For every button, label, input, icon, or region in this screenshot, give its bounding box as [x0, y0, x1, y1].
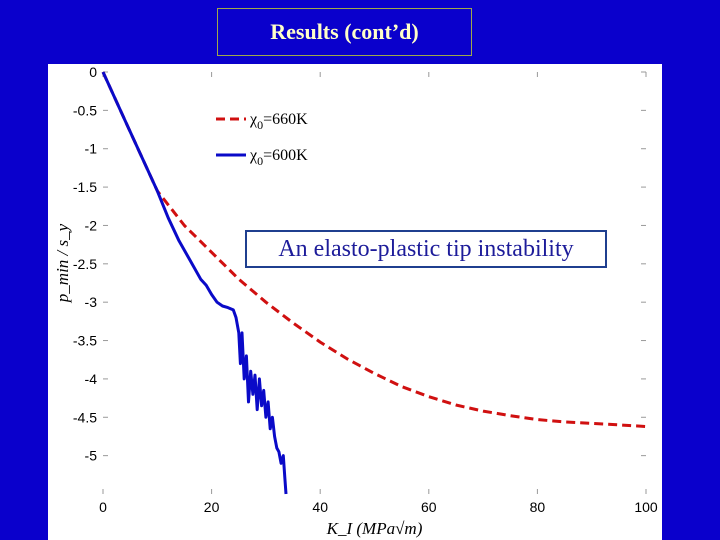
series-line-0: [101, 71, 647, 428]
x-tick-label: 60: [421, 499, 437, 515]
x-tick-label: 40: [312, 499, 328, 515]
x-tick-label: 0: [99, 499, 107, 515]
series-line-1: [101, 71, 288, 495]
plot-panel: 0 -0.5 -1 -1.5 -2 -2.5 -3 -3.5 -4 -4.5 -5 0 20 40 60 80…: [48, 64, 662, 540]
y-tick-label: -3.5: [73, 333, 97, 349]
annotation-callout: An elasto-plastic tip instability: [245, 230, 607, 268]
x-tick-label: 80: [530, 499, 546, 515]
slide-title: Results (cont’d): [270, 19, 419, 44]
line-chart: 0 -0.5 -1 -1.5 -2 -2.5 -3 -3.5 -4 -4.5 -5 0 20 40 60 80…: [53, 64, 658, 538]
y-tick-label: -5: [85, 448, 98, 464]
y-axis-label: p_min / s_y: [53, 223, 72, 303]
y-tick-label: -4: [85, 371, 98, 387]
y-tick-label: -0.5: [73, 102, 97, 118]
x-tick-label: 20: [204, 499, 220, 515]
legend-label-0: χ0=660K: [249, 111, 308, 132]
legend-label-1: χ0=600K: [249, 147, 308, 168]
y-tick-label: -2: [85, 217, 98, 233]
y-tick-label: -1.5: [73, 179, 97, 195]
y-tick-label: -3: [85, 294, 98, 310]
y-tick-label: -1: [85, 141, 98, 157]
annotation-text: An elasto-plastic tip instability: [278, 235, 574, 262]
x-axis-label: K_I (MPa√m): [326, 519, 423, 538]
y-tick-label: -4.5: [73, 409, 97, 425]
slide-title-box: Results (cont’d): [217, 8, 472, 56]
y-tick-label: 0: [89, 64, 97, 80]
y-tick-label: -2.5: [73, 256, 97, 272]
x-tick-label: 100: [634, 499, 658, 515]
